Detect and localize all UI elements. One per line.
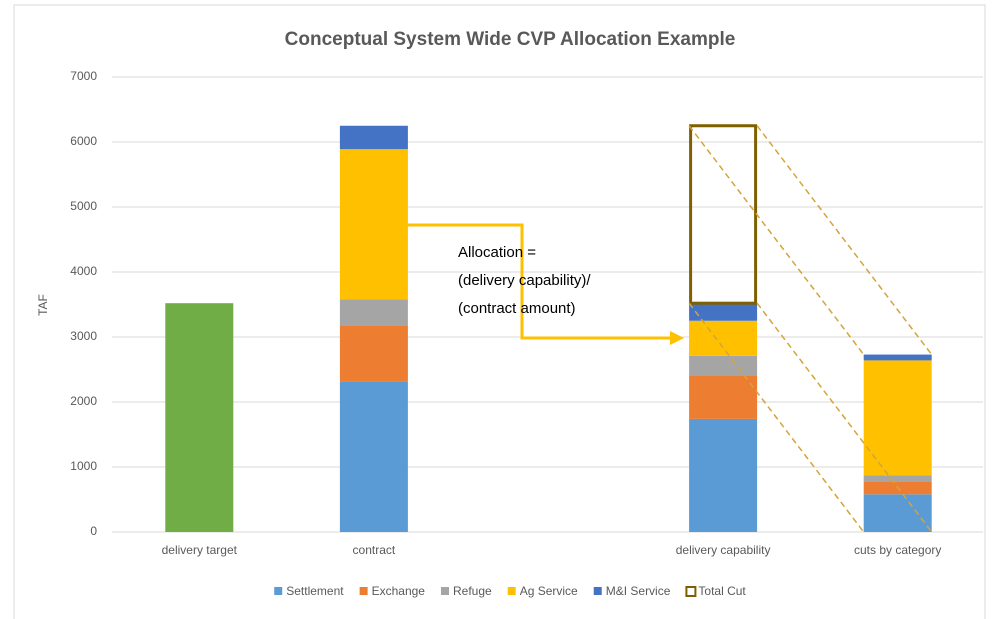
- x-tick-label: delivery capability: [676, 543, 771, 557]
- projection-line: [756, 125, 933, 356]
- bar-segment: [689, 320, 758, 356]
- legend-marker: [274, 587, 283, 595]
- bar: [165, 303, 234, 532]
- bar-segment: [339, 149, 408, 300]
- legend-marker: [593, 587, 602, 595]
- y-tick-label: 0: [90, 524, 97, 538]
- bar-segment: [339, 325, 408, 382]
- x-tick-label: contract: [353, 543, 396, 557]
- legend-marker: [359, 587, 368, 595]
- bar-segment: [689, 376, 758, 419]
- bar-segment: [863, 475, 932, 482]
- bar-segment: [863, 494, 932, 532]
- legend-marker: [440, 587, 449, 595]
- projection-line: [688, 125, 865, 356]
- x-tick-label: delivery target: [162, 543, 238, 557]
- y-tick-label: 3000: [70, 329, 97, 343]
- y-tick-label: 6000: [70, 134, 97, 148]
- total-cut-box: [689, 124, 758, 305]
- bar-segment: [863, 354, 932, 361]
- legend-marker: [685, 586, 697, 597]
- bar-segment: [339, 381, 408, 532]
- legend-marker: [507, 587, 516, 595]
- y-tick-label: 1000: [70, 459, 97, 473]
- bar-segment: [689, 355, 758, 376]
- bar-segment: [689, 418, 758, 532]
- y-tick-label: 5000: [70, 199, 97, 213]
- y-tick-label: 2000: [70, 394, 97, 408]
- arrow-head: [670, 331, 684, 345]
- bar-segment: [863, 360, 932, 476]
- annotation: (delivery capability)/: [458, 272, 591, 289]
- annotation: Allocation =: [458, 244, 536, 261]
- legend-label: Ag Service: [520, 584, 578, 598]
- allocation-arrow: [407, 223, 672, 340]
- bar-segment: [689, 303, 758, 321]
- x-tick-label: cuts by category: [854, 543, 941, 557]
- y-axis-label: TAF: [36, 294, 50, 316]
- legend-label: M&I Service: [606, 584, 671, 598]
- bar-segment: [339, 125, 408, 150]
- projection-line: [688, 302, 865, 533]
- legend-label: Refuge: [453, 584, 492, 598]
- legend-label: Total Cut: [698, 584, 746, 598]
- projection-line: [756, 302, 933, 533]
- bar-segment: [339, 299, 408, 326]
- legend-label: Exchange: [372, 584, 426, 598]
- annotation: (contract amount): [458, 300, 576, 317]
- y-tick-label: 7000: [70, 69, 97, 83]
- chart-title: Conceptual System Wide CVP Allocation Ex…: [285, 29, 736, 50]
- y-tick-label: 4000: [70, 264, 97, 278]
- legend-label: Settlement: [286, 584, 344, 598]
